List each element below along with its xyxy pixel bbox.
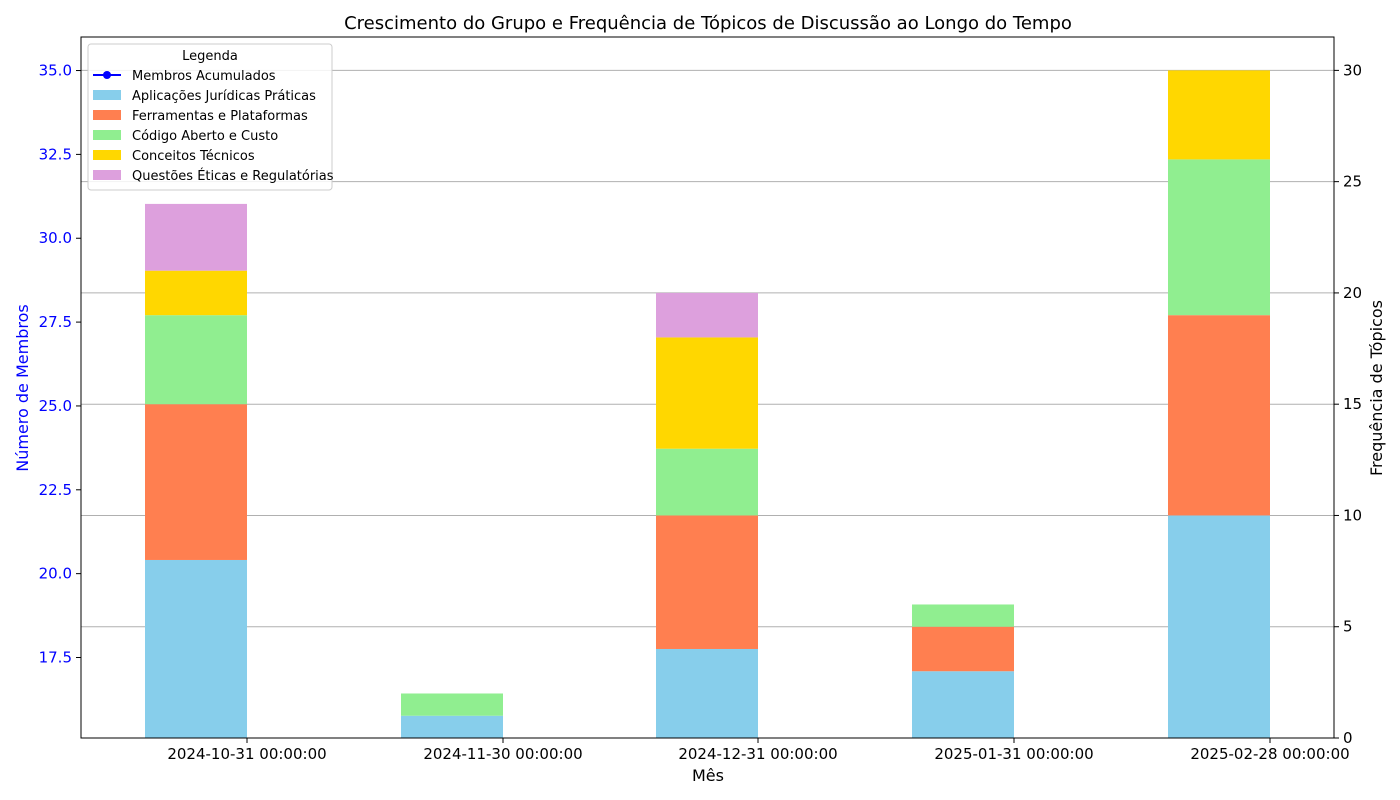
right-tick-label: 25 xyxy=(1343,173,1362,191)
bar-segment xyxy=(656,337,758,449)
bar-segment xyxy=(1168,70,1270,160)
bar-segment xyxy=(145,270,247,316)
bar-segment xyxy=(656,648,758,738)
bar-segment xyxy=(145,315,247,405)
left-tick-label: 27.5 xyxy=(39,313,72,331)
bar-segment xyxy=(656,515,758,649)
left-tick-label: 17.5 xyxy=(39,649,72,667)
x-tick-label: 2024-12-31 00:00:00 xyxy=(678,745,837,763)
left-tick-label: 25.0 xyxy=(39,397,72,415)
legend-swatch xyxy=(93,130,121,140)
bar-segment xyxy=(401,715,503,738)
legend-label: Membros Acumulados xyxy=(132,69,276,84)
legend-title: Legenda xyxy=(182,49,238,64)
bar-segment xyxy=(656,448,758,516)
bar-segment xyxy=(145,404,247,560)
x-tick-label: 2025-02-28 00:00:00 xyxy=(1190,745,1349,763)
chart-title: Crescimento do Grupo e Frequência de Tóp… xyxy=(344,13,1072,34)
legend-marker xyxy=(103,71,111,79)
right-axis: 0 5 10 15 20 25 30 xyxy=(1334,61,1362,747)
right-tick-label: 20 xyxy=(1343,284,1362,302)
legend-box xyxy=(87,43,333,191)
right-tick-label: 0 xyxy=(1343,729,1353,747)
bar-segment xyxy=(401,693,503,716)
x-tick-label: 2024-11-30 00:00:00 xyxy=(423,745,582,763)
legend-label: Código Aberto e Custo xyxy=(132,129,278,144)
x-axis: 2024-10-31 00:00:00 2024-11-30 00:00:00 20… xyxy=(167,738,1350,763)
left-tick-label: 20.0 xyxy=(39,565,72,583)
legend-label: Ferramentas e Plataformas xyxy=(132,109,308,124)
right-tick-label: 15 xyxy=(1343,395,1362,413)
bar-segment xyxy=(656,292,758,338)
y-axis-label-left: Número de Membros xyxy=(13,304,32,471)
bar-segment xyxy=(1168,159,1270,316)
legend-label: Aplicações Jurídicas Práticas xyxy=(132,89,316,104)
legend-swatch xyxy=(93,170,121,180)
x-tick-label: 2024-10-31 00:00:00 xyxy=(167,745,326,763)
legend: Legenda Membros Acumulados Aplicações Jur… xyxy=(87,43,334,191)
left-tick-label: 22.5 xyxy=(39,481,72,499)
left-tick-label: 32.5 xyxy=(39,145,72,163)
bar-segment xyxy=(912,626,1014,672)
x-axis-label: Mês xyxy=(692,766,724,785)
bar-segment xyxy=(1168,515,1270,738)
left-axis: 17.5 20.0 22.5 25.0 27.5 30.0 32.5 35.0 xyxy=(39,62,81,667)
legend-swatch xyxy=(93,150,121,160)
bar-segment xyxy=(145,203,247,271)
legend-label: Questões Éticas e Regulatórias xyxy=(132,168,334,184)
right-tick-label: 10 xyxy=(1343,506,1362,524)
legend-swatch xyxy=(93,90,121,100)
legend-swatch xyxy=(93,110,121,120)
right-tick-label: 30 xyxy=(1343,61,1362,79)
bar-segment xyxy=(1168,315,1270,516)
left-tick-label: 35.0 xyxy=(39,62,72,80)
bar-segment xyxy=(912,671,1014,738)
y-axis-label-right: Frequência de Tópicos xyxy=(1367,300,1386,476)
left-tick-label: 30.0 xyxy=(39,229,72,247)
right-tick-label: 5 xyxy=(1343,618,1353,636)
bar-segment xyxy=(912,604,1014,627)
legend-entries: Membros Acumulados Aplicações Jurídicas P… xyxy=(93,69,334,184)
plot-frame xyxy=(80,36,1335,739)
bars-layer xyxy=(145,70,1270,738)
legend-label: Conceitos Técnicos xyxy=(132,149,255,164)
bar-segment xyxy=(145,559,247,738)
x-tick-label: 2025-01-31 00:00:00 xyxy=(934,745,1093,763)
